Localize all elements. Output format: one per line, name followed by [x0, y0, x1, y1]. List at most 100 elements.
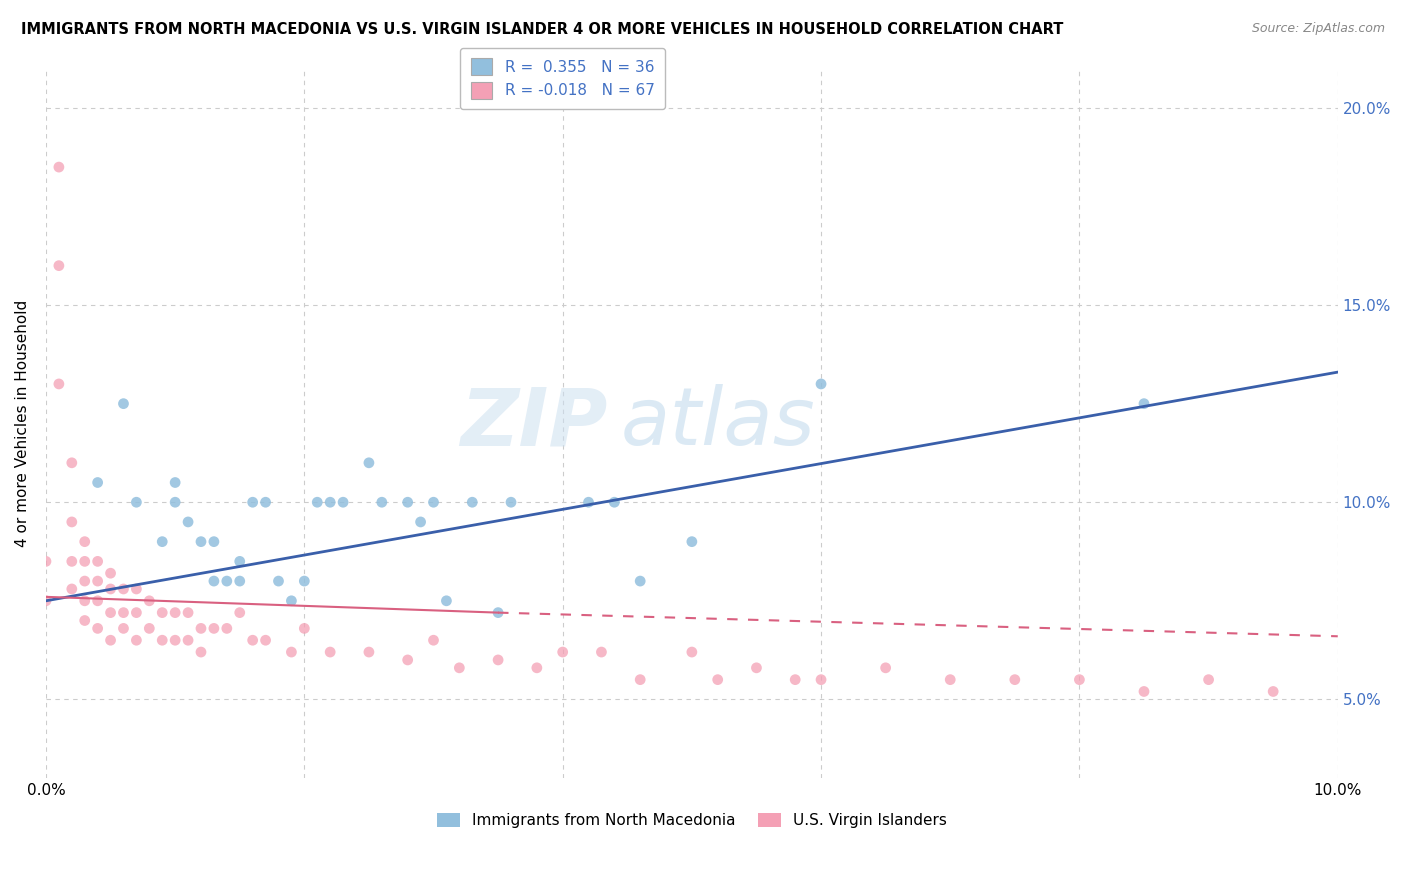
Point — [319, 645, 342, 659]
Point — [202, 534, 225, 549]
Point — [125, 582, 148, 596]
Point — [461, 495, 484, 509]
Point — [319, 495, 342, 509]
Point — [1263, 684, 1285, 698]
Point — [86, 621, 108, 635]
Point — [60, 515, 83, 529]
Point — [190, 534, 212, 549]
Point — [229, 554, 252, 568]
Point — [190, 621, 212, 635]
Point — [60, 554, 83, 568]
Point — [1069, 673, 1091, 687]
Point — [1133, 397, 1156, 411]
Point — [73, 614, 96, 628]
Point — [86, 594, 108, 608]
Point — [150, 633, 173, 648]
Point — [86, 554, 108, 568]
Point — [242, 633, 264, 648]
Point — [371, 495, 394, 509]
Point — [177, 606, 200, 620]
Point — [254, 633, 277, 648]
Point — [138, 621, 160, 635]
Point — [138, 594, 160, 608]
Point — [112, 621, 135, 635]
Point — [267, 574, 290, 588]
Point — [292, 621, 315, 635]
Point — [202, 574, 225, 588]
Legend: Immigrants from North Macedonia, U.S. Virgin Islanders: Immigrants from North Macedonia, U.S. Vi… — [430, 807, 953, 834]
Point — [422, 633, 444, 648]
Point — [125, 495, 148, 509]
Point — [409, 515, 432, 529]
Point — [628, 673, 651, 687]
Point — [150, 534, 173, 549]
Text: atlas: atlas — [621, 384, 815, 462]
Point — [215, 574, 238, 588]
Point — [307, 495, 329, 509]
Point — [875, 661, 897, 675]
Point — [486, 606, 509, 620]
Point — [165, 495, 187, 509]
Point — [526, 661, 548, 675]
Point — [100, 566, 122, 581]
Point — [177, 633, 200, 648]
Point — [60, 456, 83, 470]
Point — [35, 594, 58, 608]
Point — [745, 661, 768, 675]
Point — [681, 645, 703, 659]
Point — [242, 495, 264, 509]
Point — [357, 456, 380, 470]
Point — [48, 259, 70, 273]
Point — [125, 633, 148, 648]
Point — [100, 582, 122, 596]
Point — [436, 594, 458, 608]
Point — [292, 574, 315, 588]
Point — [100, 606, 122, 620]
Point — [939, 673, 962, 687]
Point — [486, 653, 509, 667]
Point — [165, 633, 187, 648]
Point — [280, 594, 302, 608]
Point — [332, 495, 354, 509]
Point — [165, 475, 187, 490]
Point — [48, 160, 70, 174]
Point — [603, 495, 626, 509]
Point — [35, 554, 58, 568]
Point — [112, 397, 135, 411]
Point — [254, 495, 277, 509]
Point — [357, 645, 380, 659]
Point — [810, 673, 832, 687]
Point — [150, 606, 173, 620]
Point — [628, 574, 651, 588]
Point — [73, 554, 96, 568]
Point — [125, 606, 148, 620]
Text: IMMIGRANTS FROM NORTH MACEDONIA VS U.S. VIRGIN ISLANDER 4 OR MORE VEHICLES IN HO: IMMIGRANTS FROM NORTH MACEDONIA VS U.S. … — [21, 22, 1063, 37]
Point — [73, 594, 96, 608]
Point — [165, 606, 187, 620]
Point — [280, 645, 302, 659]
Point — [706, 673, 728, 687]
Point — [1198, 673, 1220, 687]
Point — [1133, 684, 1156, 698]
Point — [112, 582, 135, 596]
Point — [785, 673, 807, 687]
Point — [396, 653, 419, 667]
Point — [202, 621, 225, 635]
Point — [229, 574, 252, 588]
Point — [396, 495, 419, 509]
Point — [499, 495, 522, 509]
Text: Source: ZipAtlas.com: Source: ZipAtlas.com — [1251, 22, 1385, 36]
Point — [73, 534, 96, 549]
Point — [48, 376, 70, 391]
Point — [215, 621, 238, 635]
Point — [422, 495, 444, 509]
Text: ZIP: ZIP — [461, 384, 607, 462]
Point — [229, 606, 252, 620]
Point — [449, 661, 471, 675]
Y-axis label: 4 or more Vehicles in Household: 4 or more Vehicles in Household — [15, 300, 30, 547]
Point — [591, 645, 613, 659]
Point — [578, 495, 600, 509]
Point — [551, 645, 574, 659]
Point — [73, 574, 96, 588]
Point — [190, 645, 212, 659]
